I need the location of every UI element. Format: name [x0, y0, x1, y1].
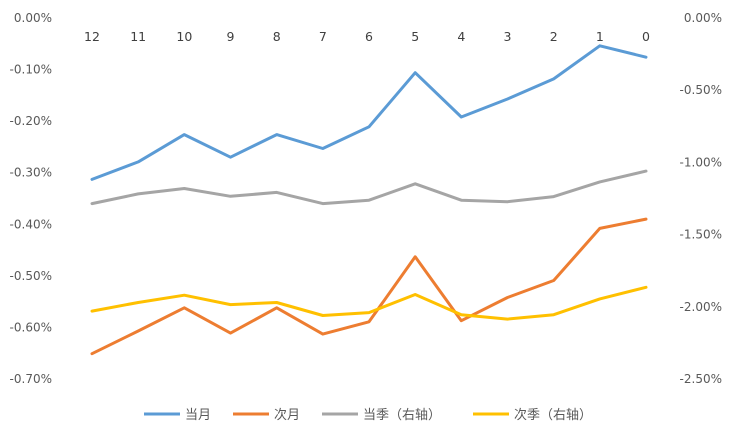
category-label: 5 [411, 29, 419, 44]
category-label: 3 [504, 29, 512, 44]
category-label: 7 [319, 29, 327, 44]
legend-label: 当季（右轴） [363, 408, 441, 423]
left-tick-label: -0.60% [10, 320, 52, 334]
category-labels: 12 11 10 9 8 7 6 5 4 3 2 1 0 [84, 29, 650, 44]
left-tick-label: -0.20% [10, 114, 52, 128]
series-line-2 [90, 217, 648, 356]
right-tick-label: -2.00% [680, 300, 722, 314]
category-label: 6 [365, 29, 373, 44]
category-label: 8 [273, 29, 281, 44]
legend-label: 当月 [185, 408, 211, 423]
right-tick-label: -1.50% [680, 228, 722, 242]
left-tick-label: -0.40% [10, 217, 52, 231]
right-tick-label: -0.50% [680, 83, 722, 97]
left-tick-label: -0.30% [10, 166, 52, 180]
left-tick-label: -0.10% [10, 63, 52, 77]
left-axis: 0.00% -0.10% -0.20% -0.30% -0.40% -0.50% -0.60… [10, 11, 52, 386]
legend-label: 次季（右轴） [514, 407, 592, 423]
right-axis: 0.00% -0.50% -1.00% -1.50% -2.00% -2.50% [680, 11, 722, 386]
legend: 当月 次月 当季（右轴） 次季（右轴） [144, 407, 592, 423]
right-tick-label: 0.00% [684, 11, 722, 25]
category-label: 0 [642, 29, 650, 44]
category-label: 2 [550, 29, 558, 44]
right-tick-label: -1.00% [680, 155, 722, 169]
right-tick-label: -2.50% [680, 372, 722, 386]
category-label: 4 [457, 29, 465, 44]
legend-label: 次月 [274, 407, 300, 423]
category-label: 12 [84, 29, 100, 44]
category-label: 11 [130, 29, 146, 44]
series-line-1 [90, 44, 648, 181]
series-lines [90, 44, 648, 356]
category-label: 1 [596, 29, 604, 44]
series-line-3 [90, 169, 648, 206]
series-line-4 [90, 285, 648, 321]
category-label: 9 [227, 29, 235, 44]
left-tick-label: -0.70% [10, 372, 52, 386]
left-tick-label: -0.50% [10, 269, 52, 283]
left-tick-label: 0.00% [14, 11, 52, 25]
category-label: 10 [176, 29, 192, 44]
